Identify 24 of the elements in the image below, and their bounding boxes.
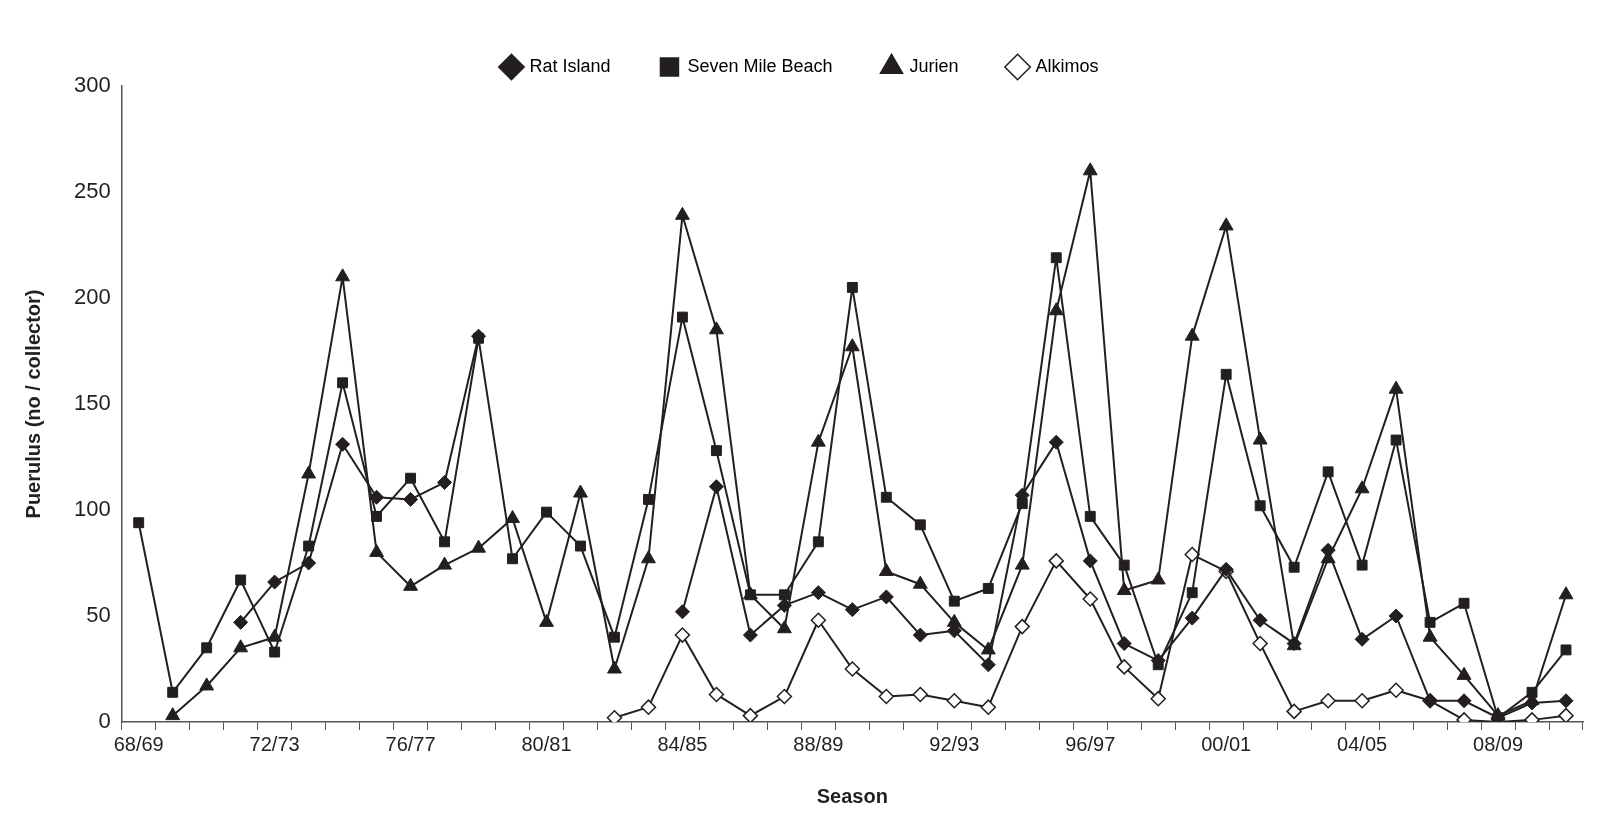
- y-tick-label: 0: [98, 708, 111, 734]
- x-tick-label: 76/77: [385, 732, 436, 755]
- x-tick-label: 68/69: [113, 732, 164, 755]
- legend-label: Rat Island: [529, 55, 611, 76]
- y-tick-label: 250: [73, 178, 111, 204]
- x-tick-label: 96/97: [1065, 732, 1116, 755]
- x-tick-label: 88/89: [793, 732, 844, 755]
- y-tick-label: 100: [73, 496, 111, 522]
- x-axis-title: Season: [816, 784, 888, 807]
- legend-label: Seven Mile Beach: [687, 55, 833, 76]
- x-tick-label: 04/05: [1337, 732, 1388, 755]
- y-axis-title: Puerulus (no / collector): [21, 289, 44, 519]
- y-tick-label: 50: [86, 602, 111, 628]
- y-tick-label: 300: [73, 72, 111, 98]
- y-tick-label: 150: [73, 390, 111, 416]
- legend-label: Alkimos: [1035, 55, 1099, 76]
- x-tick-label: 00/01: [1201, 732, 1252, 755]
- x-tick-label: 08/09: [1473, 732, 1524, 755]
- x-tick-label: 80/81: [521, 732, 572, 755]
- y-tick-label: 200: [73, 284, 111, 310]
- x-tick-label: 92/93: [929, 732, 980, 755]
- x-tick-label: 84/85: [657, 732, 708, 755]
- legend-label: Jurien: [909, 55, 959, 76]
- x-tick-label: 72/73: [249, 732, 300, 755]
